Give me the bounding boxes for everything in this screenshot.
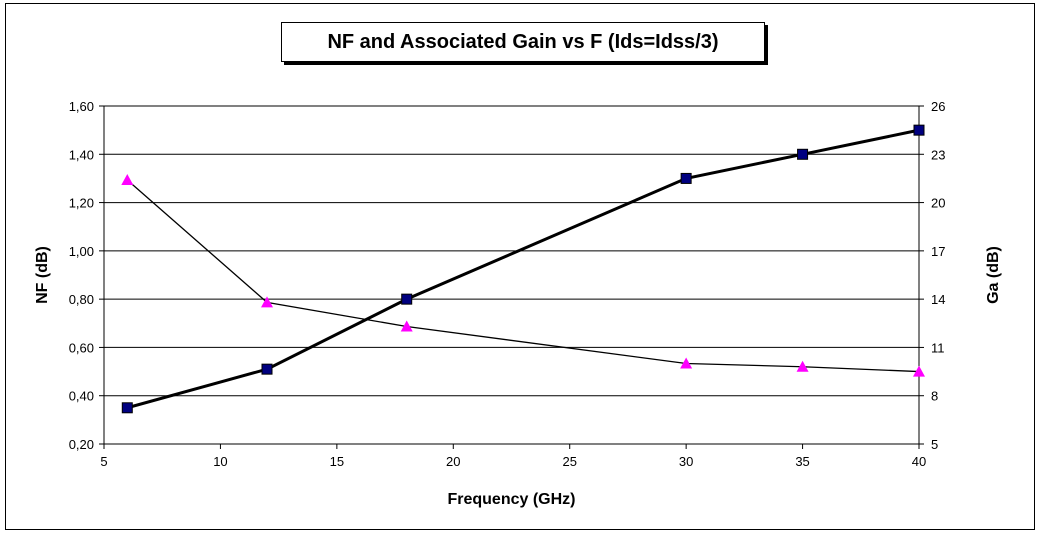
series-2-point bbox=[400, 320, 413, 332]
x-tick-label: 10 bbox=[213, 454, 227, 469]
right-y-tick-label: 11 bbox=[931, 340, 945, 355]
x-tick-label: 20 bbox=[446, 454, 460, 469]
right-y-tick-label: 23 bbox=[931, 147, 945, 162]
left-y-tick-label: 1,60 bbox=[69, 99, 94, 114]
left-y-tick-label: 1,20 bbox=[69, 196, 94, 211]
x-tick-label: 30 bbox=[679, 454, 693, 469]
x-tick-label: 5 bbox=[100, 454, 107, 469]
right-y-tick-label: 5 bbox=[931, 437, 938, 452]
series-1-point bbox=[401, 293, 413, 305]
x-tick-label: 35 bbox=[795, 454, 809, 469]
left-y-tick-label: 0,60 bbox=[69, 340, 94, 355]
series-2-point bbox=[261, 296, 273, 308]
left-y-tick-label: 0,40 bbox=[69, 389, 94, 404]
left-y-tick-label: 1,40 bbox=[69, 147, 94, 162]
left-y-tick-label: 0,20 bbox=[69, 437, 94, 452]
series-2-point bbox=[913, 365, 925, 377]
axis-ticks bbox=[99, 105, 924, 449]
x-tick-label: 40 bbox=[912, 454, 926, 469]
series-layer bbox=[121, 124, 925, 414]
series-1-point bbox=[913, 124, 925, 136]
right-y-tick-label: 20 bbox=[931, 196, 945, 211]
x-tick-label: 25 bbox=[562, 454, 576, 469]
right-y-tick-label: 14 bbox=[931, 292, 945, 307]
left-y-axis-label: NF (dB) bbox=[34, 246, 51, 304]
series-2-point bbox=[680, 357, 693, 369]
series-1-point bbox=[121, 402, 133, 414]
series-1-point bbox=[261, 363, 273, 375]
right-y-tick-label: 17 bbox=[931, 244, 945, 259]
series-line-2 bbox=[126, 179, 920, 373]
series-2-point bbox=[796, 360, 809, 372]
left-y-tick-label: 1,00 bbox=[69, 244, 94, 259]
chart-frame bbox=[5, 3, 1035, 530]
plot-area-border bbox=[103, 105, 920, 445]
series-2-point bbox=[121, 174, 134, 186]
right-y-tick-label: 8 bbox=[931, 389, 938, 404]
tick-labels: 0,20 0,40 0,60 0,80 1,00 1,20 1,40 1,60 5 8 11 14 17… bbox=[69, 99, 946, 469]
right-y-axis-label: Ga (dB) bbox=[985, 246, 1002, 304]
series-1-point bbox=[680, 172, 692, 184]
x-axis-label: Frequency (GHz) bbox=[447, 491, 575, 508]
right-y-tick-label: 26 bbox=[931, 99, 945, 114]
left-y-tick-label: 0,80 bbox=[69, 292, 94, 307]
series-1-point bbox=[797, 148, 809, 160]
series-line-1 bbox=[126, 128, 920, 410]
gridlines bbox=[104, 153, 919, 397]
chart-title: NF and Associated Gain vs F (Ids=Idss/3) bbox=[281, 22, 765, 62]
x-tick-label: 15 bbox=[330, 454, 344, 469]
